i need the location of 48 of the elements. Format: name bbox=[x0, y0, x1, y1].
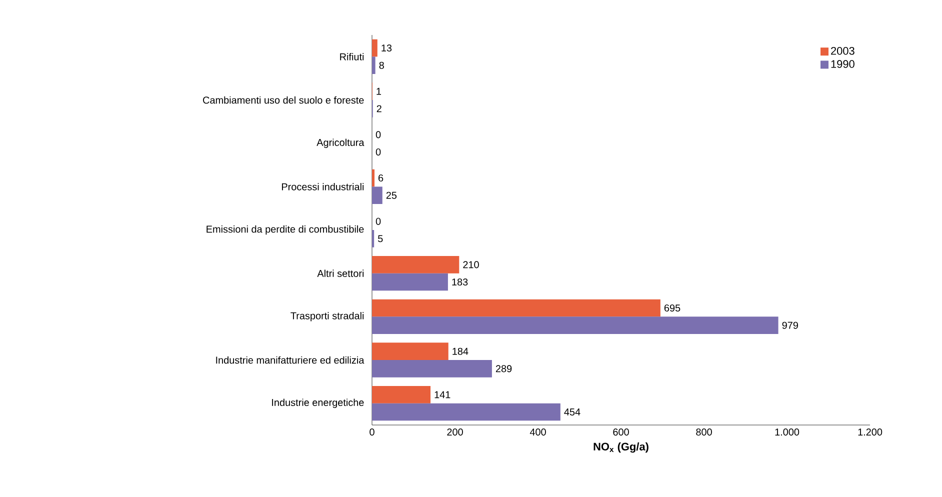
data-label: 979 bbox=[782, 322, 798, 329]
x-tick-label: 200 bbox=[447, 428, 463, 436]
data-label: 210 bbox=[463, 261, 479, 268]
bar bbox=[372, 256, 460, 274]
bar bbox=[372, 299, 660, 317]
y-tick-label: Altri settori bbox=[317, 270, 364, 277]
bar bbox=[372, 186, 382, 204]
data-label: 5 bbox=[378, 235, 383, 242]
bar bbox=[372, 360, 492, 378]
data-label: 2 bbox=[376, 105, 382, 112]
x-tick-label: 1.000 bbox=[775, 428, 800, 436]
data-label: 8 bbox=[379, 62, 384, 69]
y-tick-label: Emissioni da perdite di combustibile bbox=[206, 225, 364, 235]
legend-label: 2003 bbox=[831, 47, 854, 55]
data-label: 183 bbox=[452, 278, 468, 286]
data-label: 1 bbox=[376, 88, 381, 95]
data-label: 13 bbox=[382, 44, 392, 52]
y-tick-label: Processi industriali bbox=[282, 183, 364, 190]
x-tick-label: 1.200 bbox=[858, 428, 882, 436]
data-label: 289 bbox=[496, 365, 512, 372]
bar bbox=[372, 403, 560, 421]
data-label: 184 bbox=[452, 348, 468, 355]
bar bbox=[372, 56, 376, 74]
x-tick-label: 0 bbox=[370, 428, 374, 436]
x-tick-label: 800 bbox=[696, 428, 712, 436]
data-label: 695 bbox=[664, 304, 680, 312]
data-label: 454 bbox=[564, 408, 580, 416]
data-label: 25 bbox=[386, 192, 397, 199]
bar bbox=[372, 342, 448, 360]
bar bbox=[372, 316, 778, 334]
data-label: 6 bbox=[378, 174, 384, 182]
bar bbox=[372, 273, 448, 291]
bar bbox=[372, 386, 431, 404]
y-tick-label: Industrie energetiche bbox=[272, 398, 364, 408]
y-tick-label: Rifiuti bbox=[340, 53, 364, 60]
data-label: 0 bbox=[376, 218, 381, 225]
x-tick-label: 600 bbox=[613, 428, 629, 436]
y-tick-label: Agricoltura bbox=[316, 138, 364, 148]
legend-label: 1990 bbox=[831, 60, 854, 68]
data-label: 0 bbox=[376, 148, 381, 156]
x-axis-title: NO$_{x}$ (Gg/a) bbox=[594, 442, 648, 453]
data-label: 0 bbox=[376, 131, 381, 138]
x-tick-label: 400 bbox=[530, 428, 546, 436]
y-tick-label: Industrie manifatturiere ed edilizia bbox=[216, 356, 364, 364]
data-label: 141 bbox=[434, 391, 450, 398]
y-tick-label: Cambiamenti uso del suolo e foreste bbox=[203, 96, 364, 104]
bar bbox=[372, 39, 378, 57]
y-tick-label: Trasporti stradali bbox=[290, 312, 364, 322]
